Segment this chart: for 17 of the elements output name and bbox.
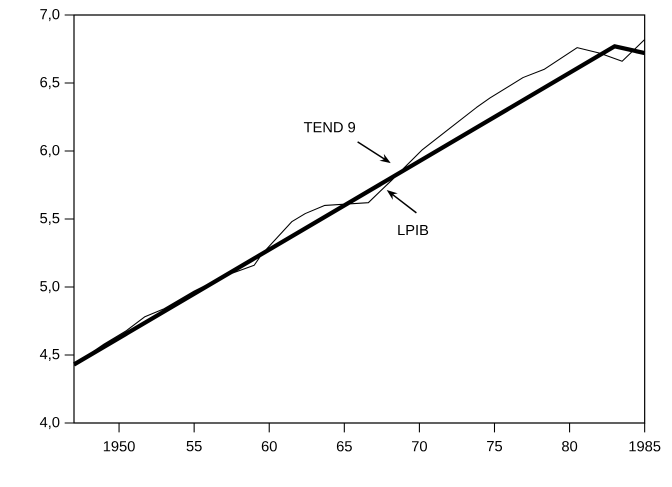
x-tick-label: 60 — [262, 441, 277, 452]
y-tick-label: 5,5 — [40, 213, 60, 225]
y-tick-label: 4,5 — [40, 349, 60, 361]
y-tick-label: 6,0 — [40, 144, 60, 158]
annotation: LPIB — [398, 224, 428, 236]
x-tick-label: 1950 — [104, 441, 135, 452]
x-tick-label: 65 — [336, 441, 352, 452]
x-tick-label: 1985 — [629, 441, 660, 452]
y-tick-label: 5,0 — [40, 280, 60, 294]
y-tick-label: 4,0 — [40, 416, 60, 430]
x-tick-label: 80 — [562, 441, 578, 452]
annotation: TEND 9 — [304, 122, 356, 132]
x-tick-label: 70 — [412, 441, 427, 452]
y-tick-label: 6,5 — [40, 76, 60, 90]
x-tick-label: 75 — [487, 441, 502, 452]
y-tick-label: 7,0 — [40, 8, 60, 22]
x-tick-label: 55 — [186, 441, 202, 452]
